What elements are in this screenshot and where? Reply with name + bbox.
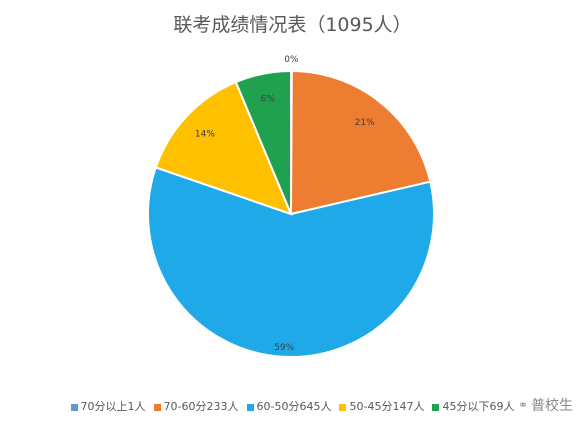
- data-label-5: 6%: [261, 94, 276, 104]
- pie-slice-5: [234, 69, 292, 215]
- chart-legend: 70分以上1人 70-60分233人 60-50分645人 50-45分147人 45分…: [0, 398, 585, 414]
- legend-label-2: 70-60分233人: [163, 400, 239, 413]
- legend-label-4: 50-45分147人: [349, 400, 425, 413]
- legend-item-1: 70分以上1人: [70, 398, 146, 414]
- legend-item-2: 70-60分233人: [153, 398, 239, 414]
- legend-label-3: 60-50分645人: [256, 400, 332, 413]
- pie-slice-2: [289, 69, 432, 216]
- legend-swatch-4: [339, 403, 347, 411]
- legend-swatch-5: [432, 403, 440, 411]
- legend-item-5: 45分以下69人: [432, 398, 514, 414]
- data-label-1: 0%: [284, 55, 299, 65]
- chart-title: 联考成绩情况表（1095人）: [173, 14, 412, 36]
- wechat-icon: ⚭: [517, 398, 528, 412]
- data-label-3: 59%: [274, 343, 294, 353]
- legend-swatch-3: [246, 403, 254, 411]
- data-label-2: 21%: [355, 118, 375, 128]
- watermark: ⚭ 普校生: [518, 395, 573, 415]
- legend-swatch-2: [153, 403, 161, 411]
- watermark-text: 普校生: [531, 398, 573, 414]
- legend-swatch-1: [70, 403, 78, 411]
- legend-label-5: 45分以下69人: [442, 400, 515, 413]
- pie-slice-3: [147, 166, 435, 358]
- data-label-4: 14%: [195, 129, 215, 139]
- pie-slice-4: [154, 80, 293, 216]
- legend-label-1: 70分以上1人: [80, 400, 146, 413]
- legend-item-3: 60-50分645人: [246, 398, 332, 414]
- legend-item-4: 50-45分147人: [339, 398, 424, 414]
